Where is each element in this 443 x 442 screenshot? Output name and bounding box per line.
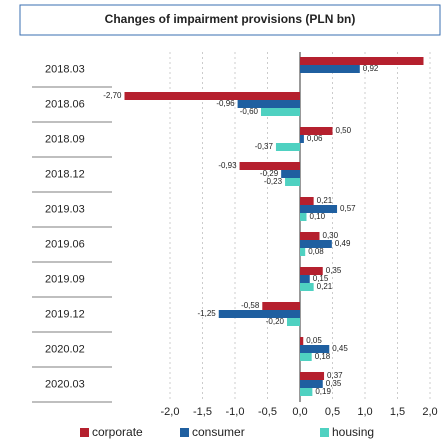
- value-label: -0,23: [264, 177, 283, 186]
- legend-swatch: [80, 428, 89, 437]
- y-tick-label: 2018.06: [45, 98, 85, 110]
- y-tick-label: 2020.02: [45, 343, 85, 355]
- chart-title: Changes of impairment provisions (PLN bn…: [105, 12, 356, 26]
- bar: [300, 232, 320, 240]
- value-label: 0,10: [310, 212, 326, 221]
- bar: [300, 65, 360, 73]
- x-tick-label: 0,5: [325, 406, 340, 418]
- bar: [261, 108, 300, 116]
- bar: [237, 100, 300, 108]
- value-label: 0,05: [306, 336, 322, 345]
- value-label: 0,30: [323, 231, 339, 240]
- value-label: 0,57: [340, 204, 356, 213]
- value-label: -2,70: [103, 91, 122, 100]
- bar: [300, 213, 307, 221]
- x-tick-label: 1,0: [357, 406, 372, 418]
- value-label: 0,35: [326, 266, 342, 275]
- x-tick-label: -2,0: [161, 406, 180, 418]
- value-label: -0,20: [266, 317, 285, 326]
- bar: [285, 178, 300, 186]
- value-label: 0,19: [315, 387, 331, 396]
- bar: [281, 170, 300, 178]
- bar: [300, 127, 333, 135]
- value-label: 0,08: [308, 247, 324, 256]
- y-tick-label: 2018.12: [45, 168, 85, 180]
- value-label: 0,35: [326, 379, 342, 388]
- legend-swatch: [320, 428, 329, 437]
- bar: [300, 388, 313, 396]
- bar: [300, 380, 323, 388]
- legend-label: consumer: [192, 425, 245, 439]
- value-label: 0,15: [313, 274, 329, 283]
- value-label: 0,50: [336, 126, 352, 135]
- bar: [124, 92, 300, 100]
- x-tick-label: -1,0: [226, 406, 245, 418]
- value-label: -0,60: [240, 107, 259, 116]
- legend-label: corporate: [92, 425, 143, 439]
- value-label: -1,25: [198, 309, 217, 318]
- x-tick-label: 0,0: [292, 406, 307, 418]
- y-tick-label: 2018.03: [45, 63, 85, 75]
- bar: [300, 283, 314, 291]
- value-label: 0,18: [315, 352, 331, 361]
- bar: [300, 267, 323, 275]
- bar: [300, 337, 304, 345]
- bar: [275, 143, 300, 151]
- value-label: 0,45: [332, 344, 348, 353]
- value-label: 0,21: [317, 282, 333, 291]
- bar: [300, 345, 330, 353]
- value-label: -0,37: [255, 142, 274, 151]
- x-tick-label: -0,5: [258, 406, 277, 418]
- y-tick-label: 2019.06: [45, 238, 85, 250]
- y-tick-label: 2020.03: [45, 378, 85, 390]
- bar: [300, 240, 332, 248]
- bar: [300, 275, 310, 283]
- bar: [300, 135, 304, 143]
- value-label: -0,58: [241, 301, 260, 310]
- y-tick-label: 2019.12: [45, 308, 85, 320]
- bar: [300, 248, 306, 256]
- x-tick-label: 2,0: [422, 406, 437, 418]
- y-tick-label: 2019.09: [45, 273, 85, 285]
- x-tick-label: -1,5: [193, 406, 212, 418]
- bar: [218, 310, 300, 318]
- y-tick-label: 2018.09: [45, 133, 85, 145]
- bar: [239, 162, 300, 170]
- value-label: 0,21: [317, 196, 333, 205]
- bar: [300, 205, 338, 213]
- value-label: 0,37: [327, 371, 343, 380]
- legend-label: housing: [332, 425, 374, 439]
- x-tick-label: 1,5: [390, 406, 405, 418]
- value-label: 0,49: [335, 239, 351, 248]
- value-label: -0,96: [216, 99, 235, 108]
- bar: [300, 57, 424, 65]
- value-label: -0,93: [218, 161, 237, 170]
- bar: [300, 197, 314, 205]
- title-box: [19, 4, 441, 36]
- value-label: 0,92: [363, 64, 379, 73]
- bar: [262, 302, 300, 310]
- bar: [287, 318, 300, 326]
- value-label: -0,29: [260, 169, 279, 178]
- value-label: 0,06: [307, 134, 323, 143]
- legend-swatch: [180, 428, 189, 437]
- bar: [300, 353, 312, 361]
- bar: [300, 372, 325, 380]
- y-tick-label: 2019.03: [45, 203, 85, 215]
